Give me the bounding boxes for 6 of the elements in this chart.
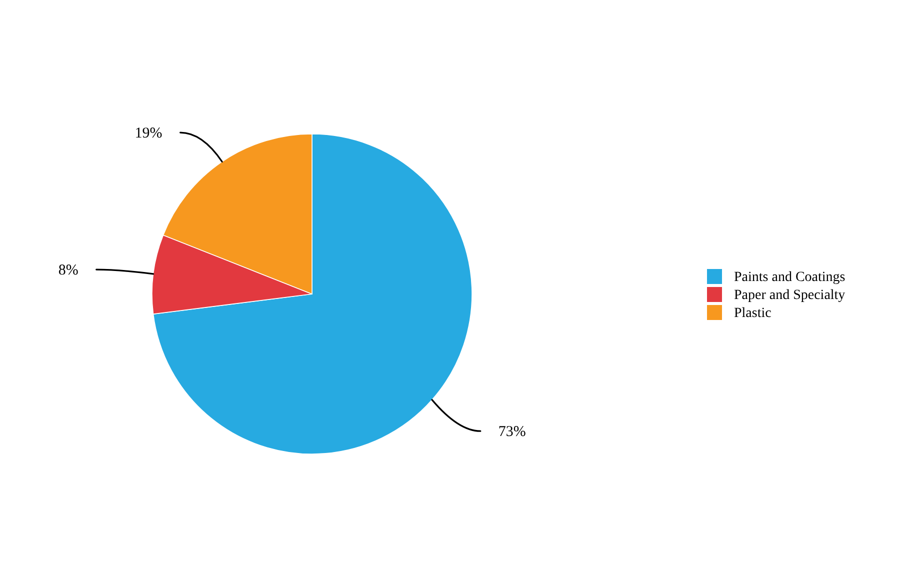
data-label: 73% <box>498 424 526 440</box>
data-label: 19% <box>134 126 162 142</box>
legend-label: Paints and Coatings <box>734 270 846 285</box>
legend-label: Paper and Specialty <box>734 288 846 303</box>
data-label: 8% <box>58 262 78 279</box>
legend-label: Plastic <box>734 306 772 321</box>
